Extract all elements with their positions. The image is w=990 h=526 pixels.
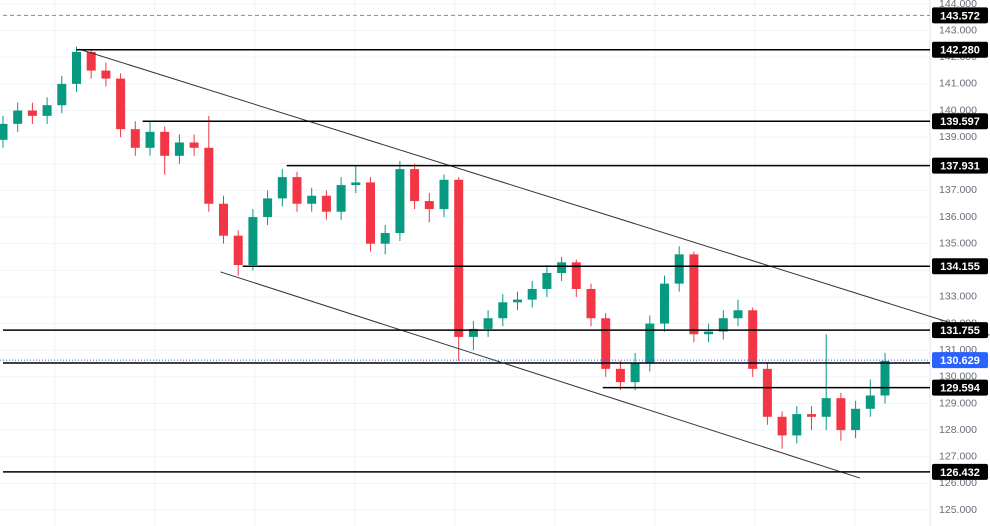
candle-body — [689, 254, 699, 335]
current-price-box — [932, 352, 988, 369]
candle-body — [130, 129, 140, 148]
candle-body — [836, 398, 846, 431]
candle-body — [189, 142, 199, 148]
candle-body — [219, 203, 228, 236]
y-tick-label: 129.000 — [939, 397, 977, 409]
candle-body — [601, 318, 611, 369]
candle-body — [498, 302, 508, 319]
trend-line — [220, 271, 861, 479]
level-label-box — [932, 463, 988, 480]
y-tick-label: 141.000 — [939, 78, 977, 90]
y-tick-label: 136.000 — [939, 211, 977, 223]
y-tick-label: 126.000 — [939, 477, 977, 489]
current-price-label: 130.629 — [940, 355, 980, 367]
candle-body — [586, 288, 596, 319]
candle-body — [454, 179, 464, 337]
level-label: 137.931 — [940, 161, 980, 173]
candle-body — [57, 83, 67, 106]
candle-body — [762, 368, 772, 417]
y-tick-label: 137.000 — [939, 184, 977, 196]
level-label: 142.280 — [940, 45, 980, 57]
level-label-box — [932, 379, 988, 396]
trend-line — [79, 48, 990, 336]
candle-body — [439, 179, 449, 210]
candle-body — [571, 262, 581, 289]
level-label: 134.155 — [940, 261, 980, 273]
candle-body — [160, 131, 170, 156]
y-tick-label: 135.000 — [939, 237, 977, 249]
candle-body — [513, 299, 522, 303]
candle-body — [660, 283, 669, 324]
level-label: 143.572 — [940, 10, 980, 22]
candle-body — [86, 51, 96, 71]
candle-body — [792, 414, 802, 436]
candle-body — [204, 147, 214, 204]
y-tick-label: 139.000 — [939, 131, 977, 143]
candle-body — [174, 142, 184, 156]
candle-body — [263, 198, 273, 218]
candle-body — [233, 235, 243, 265]
y-tick-label: 128.000 — [939, 424, 977, 436]
candle-body — [733, 310, 743, 319]
level-label: 139.597 — [940, 116, 980, 128]
candle-body — [821, 398, 831, 417]
candle-body — [248, 217, 258, 265]
level-label-box — [932, 41, 988, 58]
level-label: 131.755 — [940, 325, 980, 337]
level-label-box — [932, 157, 988, 174]
level-label: 126.432 — [940, 467, 980, 479]
candle-body — [865, 395, 875, 409]
candle-body — [615, 368, 625, 383]
candle-body — [527, 288, 537, 300]
candle-body — [880, 360, 890, 396]
level-label-box — [932, 113, 988, 130]
y-tick-label: 130.000 — [939, 371, 977, 383]
candle-body — [307, 195, 317, 204]
level-label-box — [932, 7, 988, 24]
candle-body — [468, 328, 478, 337]
candle-body — [777, 416, 787, 436]
candle-body — [277, 177, 287, 199]
y-tick-label: 127.000 — [939, 451, 977, 463]
candle-body — [321, 195, 331, 212]
candle-body — [72, 51, 81, 84]
candle-body — [542, 272, 552, 289]
y-tick-label: 125.000 — [939, 504, 977, 516]
candle-body — [101, 70, 111, 79]
candle-body — [424, 201, 434, 210]
candle-body — [13, 110, 23, 124]
candle-body — [557, 262, 567, 273]
candle-body — [630, 363, 640, 383]
y-tick-label: 133.000 — [939, 291, 977, 303]
candle-body — [116, 78, 126, 130]
candle-body — [718, 318, 728, 332]
candle-body — [351, 182, 361, 186]
candle-body — [704, 331, 714, 335]
level-label-box — [932, 322, 988, 339]
candle-body — [748, 310, 758, 369]
candle-body — [27, 110, 37, 116]
candle-body — [483, 318, 493, 329]
candle-body — [645, 323, 655, 364]
y-tick-label: 143.000 — [939, 24, 977, 36]
candle-body — [366, 182, 375, 244]
candle-body — [0, 123, 8, 140]
level-label-box — [932, 258, 988, 275]
candle-body — [336, 185, 346, 212]
candle-body — [395, 169, 405, 234]
candle-body — [42, 105, 52, 116]
candle-body — [674, 254, 684, 284]
candle-body — [292, 177, 302, 204]
level-label: 129.594 — [940, 383, 981, 395]
candle-body — [410, 169, 420, 202]
y-tick-label: 144.000 — [939, 0, 977, 10]
candle-body — [145, 131, 155, 148]
candle-body — [380, 233, 390, 244]
candle-body — [851, 408, 861, 431]
candle-body — [807, 414, 816, 417]
